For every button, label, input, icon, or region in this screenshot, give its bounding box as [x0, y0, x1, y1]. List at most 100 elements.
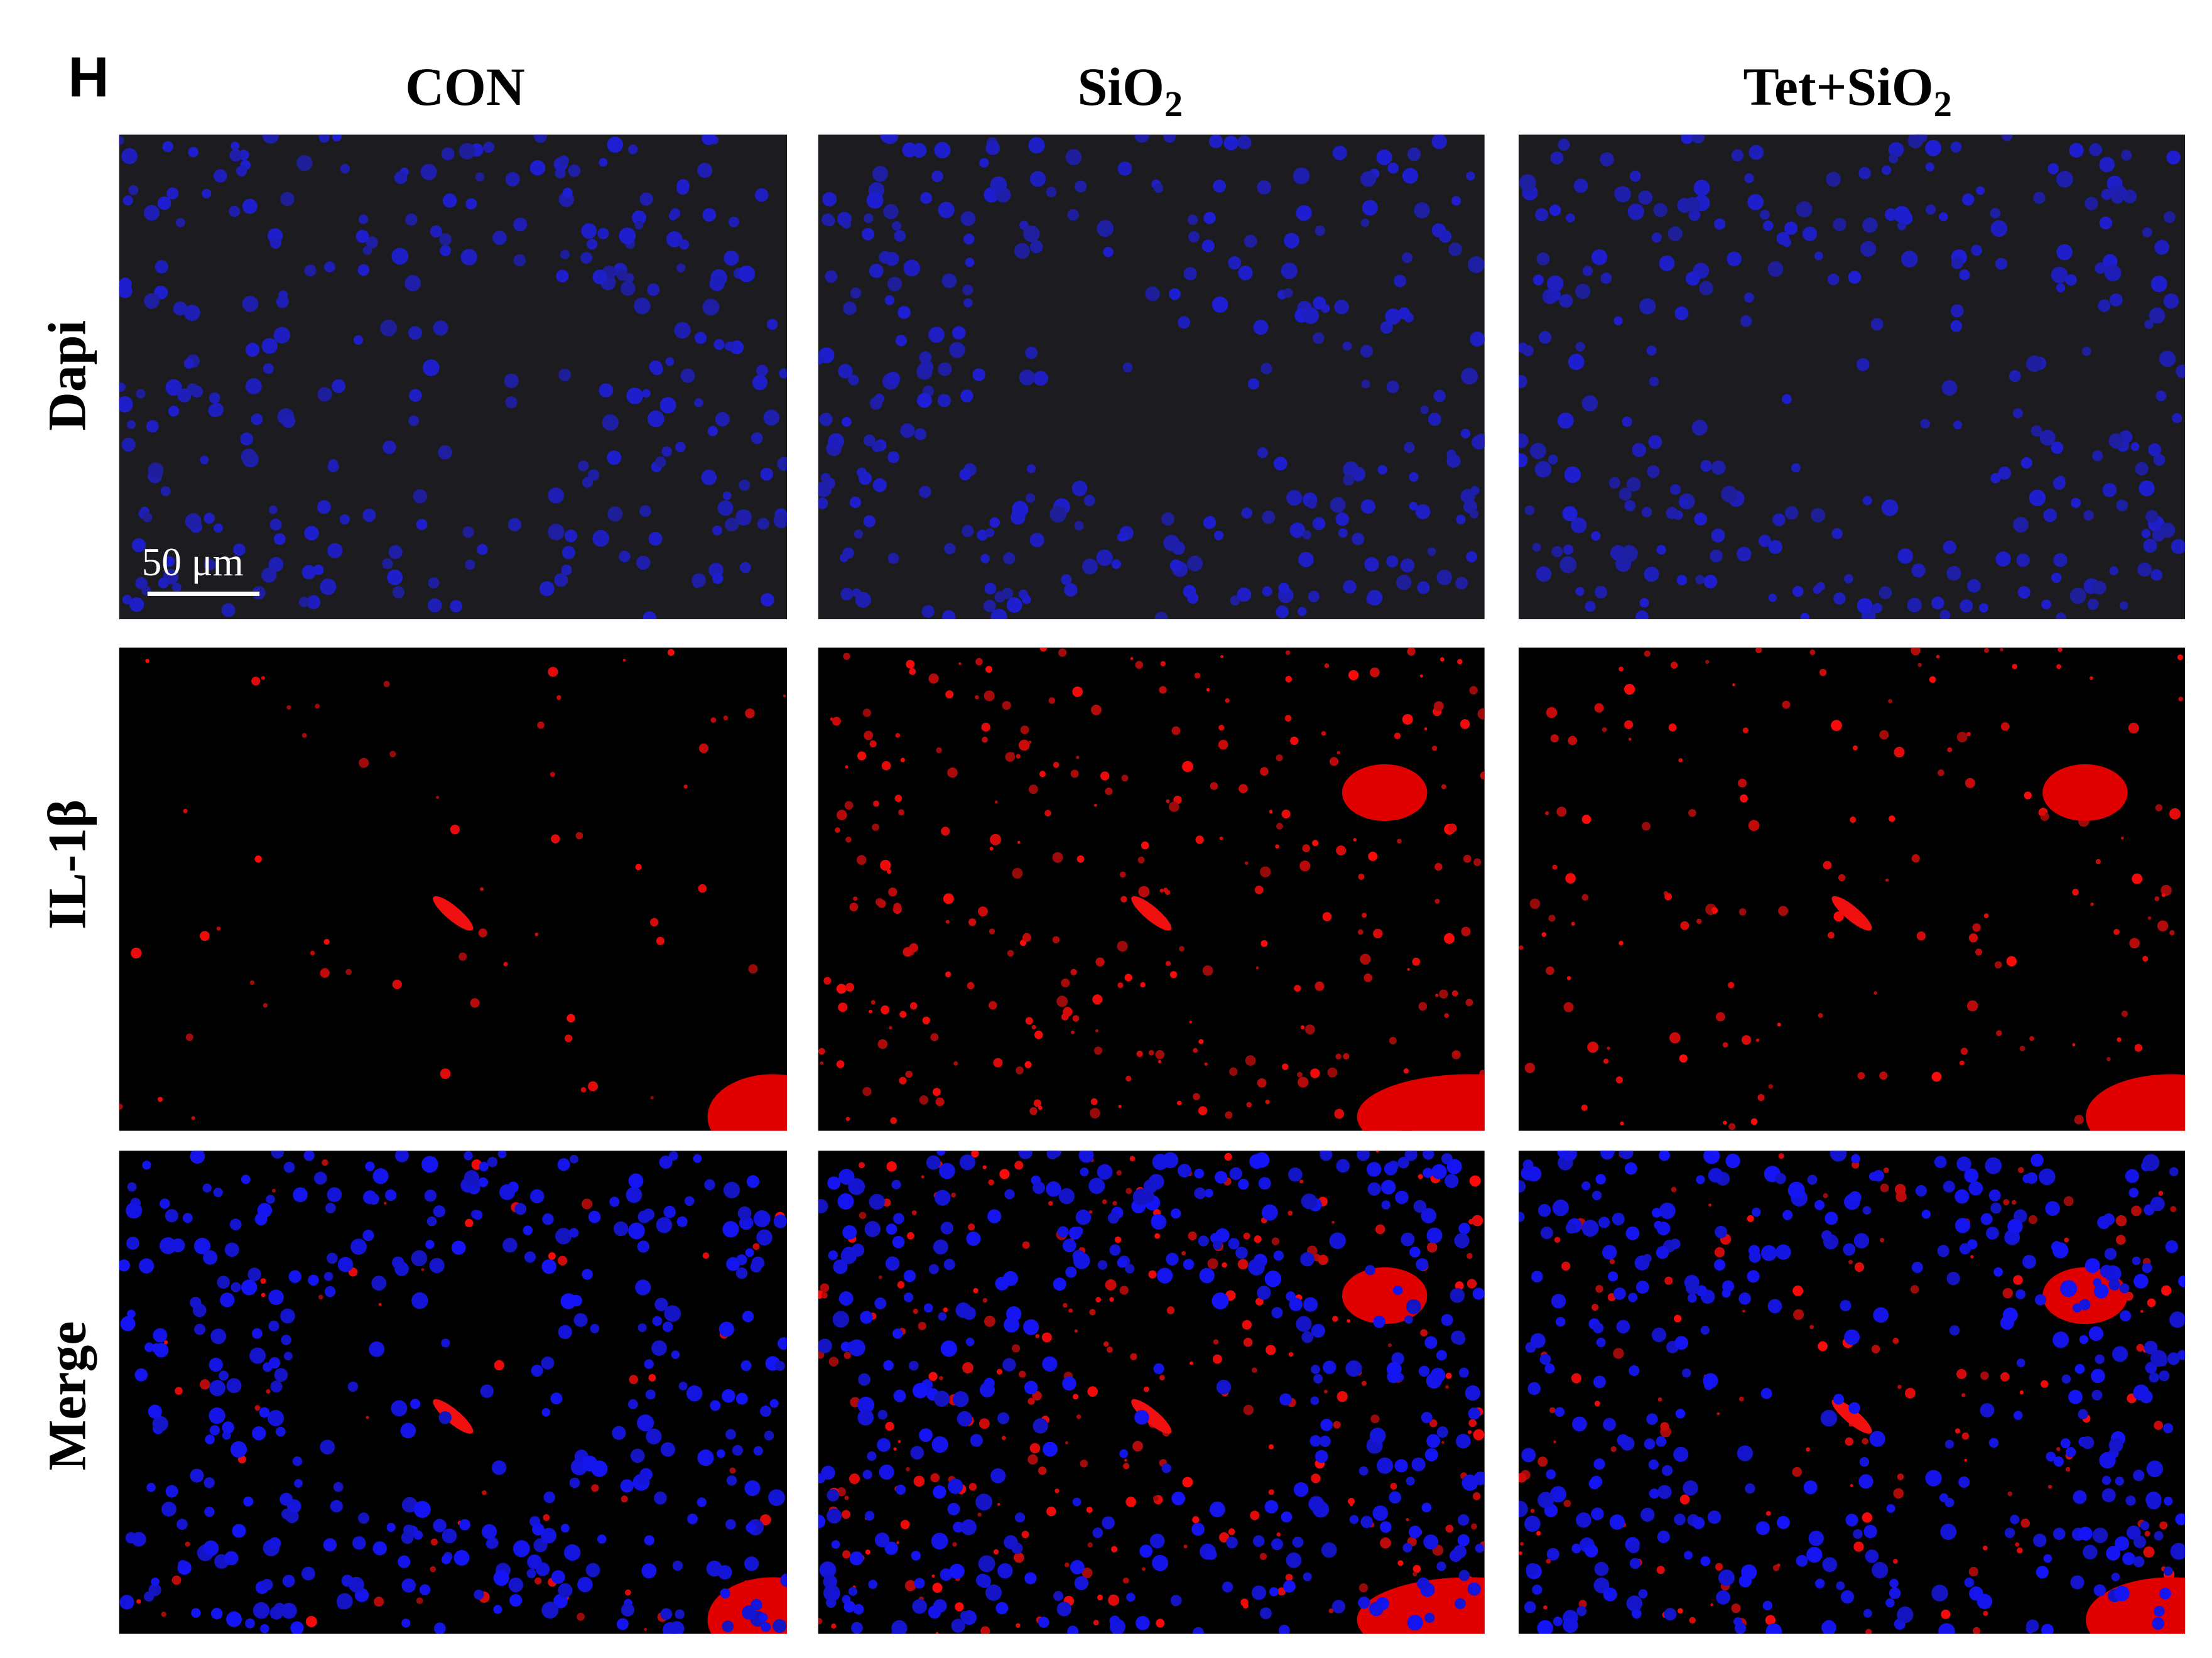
nucleus — [1438, 230, 1452, 243]
nucleus — [911, 1551, 921, 1561]
red-signal — [1169, 971, 1178, 978]
nucleus — [654, 456, 666, 468]
nucleus — [1075, 1209, 1092, 1225]
nucleus — [1535, 208, 1549, 222]
nucleus — [268, 1409, 285, 1426]
red-signal — [1086, 1507, 1093, 1514]
nucleus — [1792, 586, 1804, 597]
nucleus — [541, 1527, 557, 1544]
nucleus — [995, 1601, 1009, 1615]
nucleus — [400, 1422, 416, 1439]
nucleus — [2126, 1525, 2141, 1540]
red-signal — [1968, 1566, 1978, 1577]
red-blob — [707, 1074, 788, 1131]
red-signal — [1520, 1542, 1524, 1546]
nucleus — [1397, 1157, 1409, 1169]
red-signal — [1179, 946, 1185, 952]
nucleus — [1269, 1587, 1279, 1596]
red-signal — [980, 1626, 990, 1634]
nucleus — [1526, 1166, 1542, 1182]
nucleus — [1848, 1191, 1862, 1204]
nucleus — [1714, 218, 1726, 230]
nucleus — [1958, 1476, 1970, 1488]
red-signal — [254, 855, 262, 863]
nucleus — [433, 1519, 447, 1532]
nucleus — [382, 558, 393, 570]
red-signal — [1862, 1438, 1868, 1445]
red-signal — [1911, 854, 1920, 863]
nucleus — [1588, 1478, 1600, 1490]
nucleus — [217, 1276, 230, 1289]
panel-label: H — [68, 45, 109, 109]
nucleus — [2145, 510, 2159, 523]
red-signal — [1838, 874, 1846, 882]
red-signal — [1228, 1528, 1235, 1536]
nucleus — [2039, 430, 2056, 446]
nucleus — [979, 1382, 995, 1397]
red-signal — [1141, 841, 1149, 850]
nucleus — [362, 246, 372, 256]
nucleus — [1467, 1582, 1481, 1596]
nucleus — [938, 1312, 947, 1321]
nucleus — [1024, 1380, 1038, 1395]
nucleus — [1301, 1193, 1317, 1210]
red-signal — [2056, 664, 2062, 669]
nucleus — [1558, 138, 1570, 151]
nucleus — [1404, 1315, 1413, 1324]
nucleus — [1951, 257, 1963, 269]
red-signal — [1553, 1440, 1556, 1444]
nucleus — [851, 1622, 863, 1634]
nucleus — [1187, 214, 1198, 225]
red-signal — [1819, 668, 1827, 676]
nucleus — [872, 442, 882, 453]
nucleus — [384, 1189, 397, 1201]
nucleus — [1988, 1438, 1999, 1448]
nucleus — [1649, 1488, 1659, 1499]
red-signal — [1265, 1100, 1270, 1105]
nucleus — [1576, 1606, 1587, 1617]
red-signal — [895, 733, 901, 738]
red-signal — [928, 1372, 938, 1381]
nucleus — [2091, 1368, 2105, 1384]
nucleus — [1286, 1291, 1296, 1301]
nucleus — [1426, 1227, 1443, 1244]
nucleus — [1603, 1587, 1617, 1601]
row-label: Merge — [37, 1321, 97, 1471]
nucleus — [1252, 1535, 1265, 1547]
nucleus — [1576, 1512, 1591, 1528]
red-signal — [1546, 707, 1558, 718]
red-signal — [1961, 1432, 1970, 1440]
nucleus — [1557, 412, 1574, 429]
red-signal — [1159, 889, 1164, 893]
red-signal — [1548, 914, 1556, 922]
nucleus — [1897, 548, 1913, 564]
nucleus — [1656, 1222, 1671, 1235]
nucleus — [1360, 171, 1377, 187]
nucleus — [1656, 545, 1666, 555]
red-signal — [878, 1275, 882, 1279]
nucleus — [1775, 1173, 1786, 1184]
nucleus — [2056, 244, 2073, 261]
nucleus — [1400, 558, 1415, 573]
nucleus — [644, 1535, 654, 1546]
red-signal — [843, 653, 850, 660]
nucleus — [666, 231, 683, 247]
red-signal — [1324, 1389, 1328, 1394]
nucleus — [2093, 1278, 2102, 1287]
nucleus — [774, 1360, 785, 1371]
red-signal — [1738, 908, 1747, 916]
nucleus — [818, 481, 832, 497]
red-signal — [783, 694, 786, 698]
red-signal — [2154, 896, 2160, 901]
nucleus — [1457, 1534, 1470, 1547]
red-signal — [832, 717, 842, 726]
nucleus — [2009, 370, 2021, 382]
nucleus — [177, 388, 192, 403]
nucleus — [353, 335, 363, 345]
red-signal — [1334, 1108, 1345, 1119]
nucleus — [2116, 499, 2128, 512]
nucleus — [1315, 225, 1326, 236]
nucleus — [2122, 1552, 2135, 1566]
nucleus — [1163, 134, 1176, 143]
red-blob — [433, 1399, 474, 1434]
